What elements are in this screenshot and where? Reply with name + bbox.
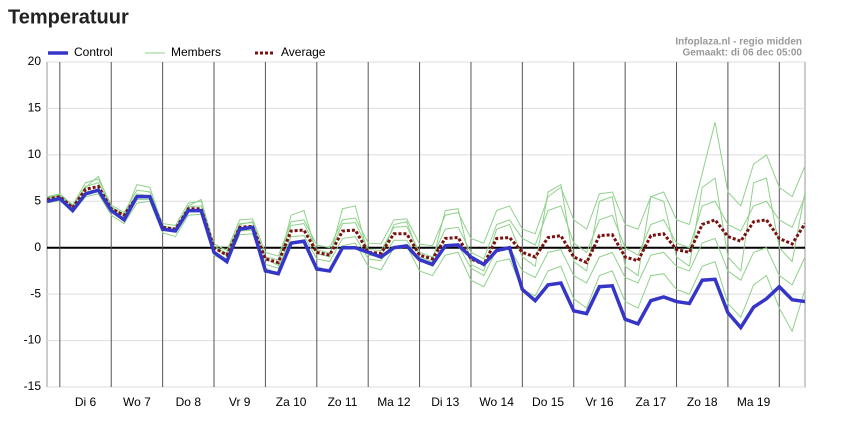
plot-area	[46, 61, 806, 388]
y-tick-label: 0	[34, 240, 41, 254]
source: Infoplaza.nl - regio midden	[675, 37, 802, 48]
x-tick-label: Ma 19	[737, 395, 771, 409]
created: Gemaakt: di 06 dec 05:00	[682, 48, 802, 59]
y-tick-label: -5	[30, 286, 41, 300]
x-tick-label: Vr 16	[585, 395, 614, 409]
series-line	[47, 188, 805, 331]
y-tick-label: 15	[28, 101, 42, 115]
x-tick-label: Wo 14	[479, 395, 514, 409]
y-tick-label: 20	[28, 54, 42, 68]
x-tick-label: Di 13	[431, 395, 459, 409]
x-tick-label: Do 15	[532, 395, 564, 409]
y-tick-label: 10	[28, 147, 42, 161]
x-tick-label: Za 10	[276, 395, 307, 409]
series-line	[47, 184, 805, 267]
x-tick-label: Wo 7	[123, 395, 151, 409]
legend-label: Average	[281, 45, 326, 59]
member-line	[47, 122, 805, 257]
x-tick-label: Do 8	[176, 395, 202, 409]
y-tick-label: 5	[34, 193, 41, 207]
legend-label: Members	[171, 45, 221, 59]
chart-title: Temperatuur	[8, 6, 129, 28]
y-tick-label: -10	[24, 333, 42, 347]
x-tick-label: Zo 18	[687, 395, 718, 409]
legend-label: Control	[74, 45, 113, 59]
x-tick-label: Za 17	[635, 395, 666, 409]
member-line	[47, 193, 805, 333]
x-tick-label: Di 6	[75, 395, 97, 409]
y-tick-label: -15	[24, 379, 42, 393]
x-tick-label: Ma 12	[377, 395, 411, 409]
x-tick-label: Vr 9	[229, 395, 251, 409]
x-tick-label: Zo 11	[328, 395, 358, 409]
